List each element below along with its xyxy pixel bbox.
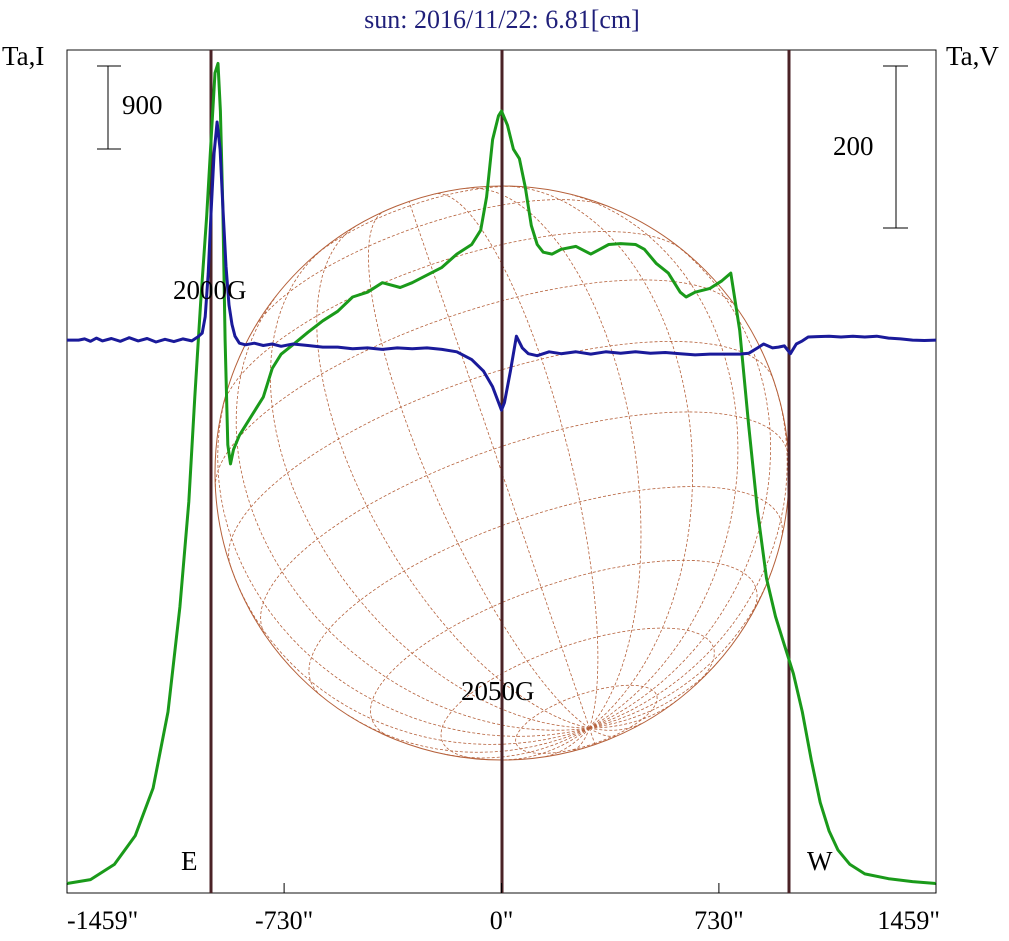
right-scale-bar: 200 [833,65,908,229]
series-line-I [66,61,937,885]
latitude-line [214,279,738,487]
left-axis-label: Ta,I [2,41,44,71]
x-tick-label: -1459" [67,906,138,935]
left-scale-label: 900 [122,90,163,120]
west-label: W [807,846,833,876]
series-line-V [67,120,937,412]
longitude-line [466,187,642,729]
chart-title: sun: 2016/11/22: 6.81[cm] [364,5,640,34]
latitude-line [255,199,607,327]
vertical-markers [209,50,791,893]
longitude-line [269,251,590,729]
longitude-line [367,210,590,729]
x-tick-label: 730" [694,906,744,935]
annotation-2000g: 2000G [173,275,247,305]
longitude-line [589,238,772,729]
longitude-line [589,659,721,729]
longitude-line [230,565,590,745]
longitude-line [511,185,694,729]
latitude-line [515,684,658,754]
longitude-line [589,569,773,729]
latitude-line [314,185,517,256]
longitude-line [316,225,590,729]
sun-disk-grid [214,185,790,761]
longitude-line [571,194,739,729]
longitude-line [589,727,596,745]
x-axis-ticks: -1459" -730" 0" 730" 1459" [66,883,940,935]
longitude-line [502,727,590,761]
longitude-line [589,722,643,731]
latitude-line [223,231,679,403]
latitude-line [260,411,789,634]
x-tick-label: -730" [255,906,313,935]
longitude-line [544,727,590,758]
east-label: E [181,846,198,876]
longitude-line [217,389,590,737]
x-tick-label: 1459" [877,906,940,935]
right-axis-label: Ta,V [946,41,999,71]
longitude-line [443,727,590,759]
right-scale-label: 200 [833,131,874,161]
longitude-line [589,379,788,729]
longitude-line [434,193,599,729]
longitude-line [589,727,617,737]
longitude-line [589,699,678,729]
left-scale-bar: 900 [97,65,163,150]
longitude-line [347,714,590,753]
longitude-line [408,201,590,729]
x-tick-label: 0" [490,906,514,935]
longitude-line [235,295,590,731]
annotation-2050g: 2050G [461,676,535,706]
longitude-line [572,727,590,752]
series-layer [66,61,937,885]
latitude-line [370,559,758,739]
